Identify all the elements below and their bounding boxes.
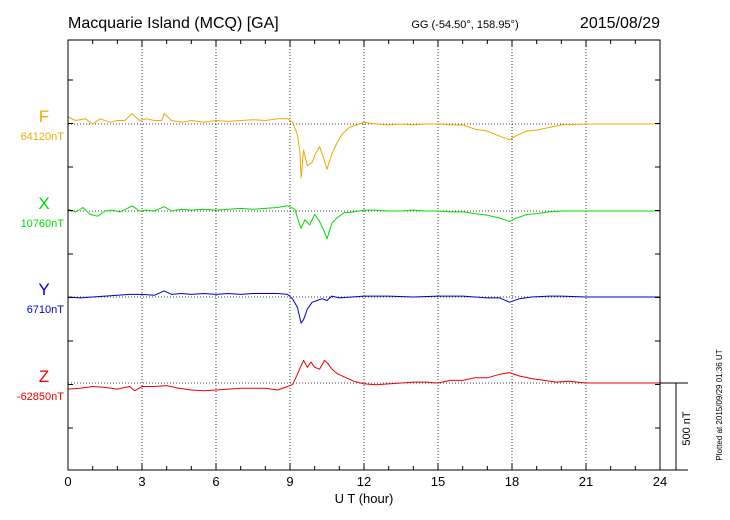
chart-date: 2015/08/29 bbox=[580, 15, 660, 32]
baseline-label-x: 10760nT bbox=[21, 218, 65, 230]
grid bbox=[141, 40, 587, 470]
x-tick-label-12: 12 bbox=[357, 474, 371, 489]
plot-frame bbox=[67, 39, 661, 471]
series-line-z bbox=[67, 359, 660, 392]
component-label-z: Z bbox=[39, 367, 49, 386]
x-tick-label-3: 3 bbox=[138, 474, 145, 489]
component-label-x: X bbox=[38, 194, 49, 213]
plotted-timestamp: Plotted at 2015/09/29 01:36 UT bbox=[715, 349, 724, 460]
baseline-label-y: 6710nT bbox=[27, 304, 65, 316]
x-tick-label-15: 15 bbox=[431, 474, 445, 489]
x-tick-label-6: 6 bbox=[212, 474, 219, 489]
series-line-f bbox=[67, 113, 660, 179]
x-tick-label-18: 18 bbox=[505, 474, 519, 489]
station-coordinates: GG (-54.50°, 158.95°) bbox=[411, 19, 518, 31]
x-tick-label-0: 0 bbox=[64, 474, 71, 489]
series-lines bbox=[67, 113, 660, 392]
chart-title: Macquarie Island (MCQ) [GA] bbox=[68, 15, 279, 32]
x-axis-label: U T (hour) bbox=[335, 491, 394, 506]
scale-bar: 500 nT bbox=[660, 382, 693, 471]
x-tick-label-21: 21 bbox=[579, 474, 593, 489]
x-tick-label-9: 9 bbox=[286, 474, 293, 489]
series-line-y bbox=[67, 290, 660, 324]
component-label-y: Y bbox=[38, 280, 49, 299]
baseline-label-z: -62850nT bbox=[17, 391, 64, 403]
component-labels: F 64120nT X 10760nT Y 6710nT Z -62850nT bbox=[17, 107, 64, 403]
x-axis-ticks: 0 3 6 9 12 15 18 21 24 bbox=[64, 40, 667, 489]
x-tick-label-24: 24 bbox=[653, 474, 667, 489]
series-line-x bbox=[67, 205, 660, 240]
scale-bar-label: 500 nT bbox=[681, 411, 693, 446]
baseline-label-f: 64120nT bbox=[21, 131, 65, 143]
component-label-f: F bbox=[39, 107, 49, 126]
